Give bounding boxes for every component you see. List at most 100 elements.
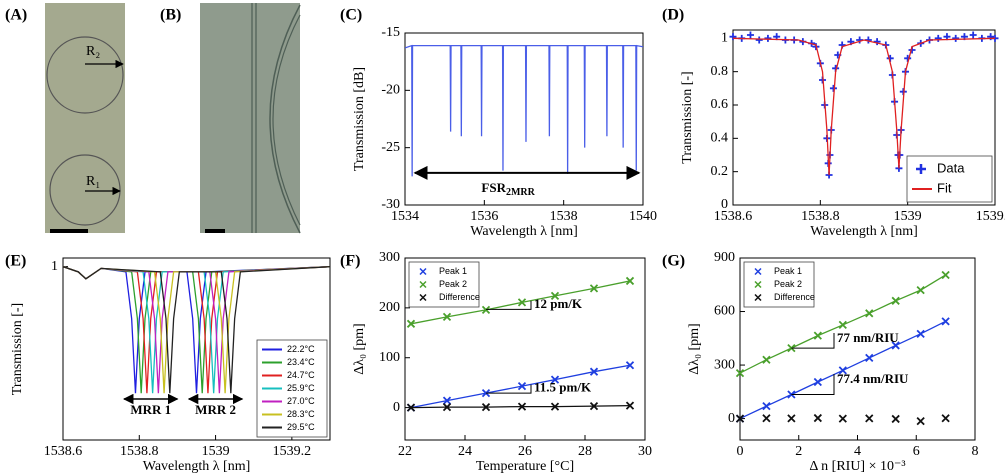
data-point xyxy=(873,38,881,46)
data-point xyxy=(442,402,452,412)
y-tick-label: 300 xyxy=(379,250,400,265)
data-point xyxy=(762,414,771,423)
x-tick-label: 4 xyxy=(854,444,861,459)
y-tick-label: 200 xyxy=(379,300,400,315)
data-point xyxy=(762,401,771,411)
data-point xyxy=(787,390,796,399)
x-tick-label: 1539.2 xyxy=(273,444,312,459)
panel-label: (C) xyxy=(340,7,362,24)
data-point xyxy=(550,402,560,411)
data-point xyxy=(941,270,950,280)
x-axis-label: Δ n [RIU] × 10⁻³ xyxy=(809,459,905,474)
data-point xyxy=(481,402,491,412)
legend-label: 27.0°C xyxy=(287,396,315,406)
data-point xyxy=(550,375,560,384)
data-point xyxy=(829,84,837,92)
y-tick-label: 300 xyxy=(714,357,735,372)
y-axis-label: Transmission [dB] xyxy=(352,67,367,171)
data-point xyxy=(764,34,772,42)
x-axis-label: Wavelength λ [nm] xyxy=(810,224,918,239)
data-point xyxy=(589,367,599,376)
x-tick-label: 2 xyxy=(795,444,802,459)
data-point xyxy=(813,413,822,423)
legend-label: Data xyxy=(937,160,965,175)
legend-symbol xyxy=(916,164,926,174)
panel-label: (E) xyxy=(5,253,26,270)
data-point xyxy=(735,414,745,423)
legend-label: 22.2°C xyxy=(287,344,315,354)
x-tick-label: 8 xyxy=(972,444,979,459)
data-point xyxy=(517,382,527,391)
series-line xyxy=(733,37,995,176)
slope-bracket xyxy=(791,332,835,349)
data-point xyxy=(916,285,925,295)
x-tick-label: 28 xyxy=(578,444,592,459)
panel-label: (F) xyxy=(340,253,360,270)
data-point xyxy=(406,319,416,328)
data-point xyxy=(550,291,560,301)
data-point xyxy=(625,276,635,286)
panel-label: (D) xyxy=(662,7,684,24)
y-tick-label: 0.4 xyxy=(711,131,729,146)
legend-symbol xyxy=(754,293,762,302)
data-point xyxy=(865,353,874,363)
x-axis-label: Wavelength λ [nm] xyxy=(470,224,578,239)
y-tick-label: 1 xyxy=(721,31,728,46)
x-tick-label: 1538.6 xyxy=(44,444,83,459)
slope-bracket xyxy=(486,300,532,310)
fsr-subscript: 2MRR xyxy=(506,187,536,198)
data-point xyxy=(762,355,771,364)
fsr-text: FSR xyxy=(481,180,506,195)
legend-label: Peak 1 xyxy=(439,266,467,276)
micrograph-a: R₂ R₁ xyxy=(45,3,125,233)
legend-label: 29.5°C xyxy=(287,422,315,432)
legend-label: Peak 2 xyxy=(774,279,802,289)
legend-label: 24.7°C xyxy=(287,370,315,380)
legend-label: Difference xyxy=(774,292,815,302)
data-point xyxy=(838,414,847,423)
x-tick-label: 1538 xyxy=(550,209,578,224)
x-tick-label: 22 xyxy=(398,444,412,459)
data-point xyxy=(787,414,796,423)
data-point xyxy=(755,36,763,44)
data-point xyxy=(442,396,452,405)
slope-label: 12 pm/K xyxy=(534,296,583,311)
data-point xyxy=(934,34,942,42)
data-point xyxy=(969,31,977,39)
data-point xyxy=(746,31,754,39)
mrr-label: MRR 2 xyxy=(195,402,236,417)
y-tick-label: 0.2 xyxy=(711,164,729,179)
data-point xyxy=(735,368,745,378)
x-tick-label: 26 xyxy=(518,444,532,459)
legend-label: 28.3°C xyxy=(287,409,315,419)
x-tick-label: 1538.8 xyxy=(120,444,159,459)
data-point xyxy=(589,284,599,293)
legend-symbol xyxy=(419,280,427,289)
series-line xyxy=(405,44,643,177)
panel-label: (G) xyxy=(662,253,685,270)
micrograph-b xyxy=(200,3,301,234)
y-tick-label: 0 xyxy=(721,197,728,212)
y-tick-label: 100 xyxy=(379,350,400,365)
slope-bracket xyxy=(791,373,835,395)
series-line xyxy=(63,266,330,394)
legend-label: Fit xyxy=(937,180,952,195)
legend-label: Peak 1 xyxy=(774,266,802,276)
y-tick-label: 0 xyxy=(393,400,400,415)
x-tick-label: 6 xyxy=(913,444,920,459)
plot-frame xyxy=(62,257,331,441)
data-point xyxy=(838,320,847,330)
slope-label: 77.4 nm/RIU xyxy=(837,371,909,386)
data-point xyxy=(904,54,912,62)
data-point xyxy=(625,401,635,410)
legend-label: Difference xyxy=(439,292,480,302)
data-point xyxy=(589,401,599,411)
data-point xyxy=(813,377,822,387)
slope-label: 77 nm/RIU xyxy=(837,330,899,345)
legend-label: 25.9°C xyxy=(287,383,315,393)
data-point xyxy=(865,309,874,318)
data-point xyxy=(729,33,737,41)
x-tick-label: 24 xyxy=(458,444,472,459)
data-point xyxy=(838,366,847,375)
y-axis-label: Δλ₀ [pm] xyxy=(352,323,367,374)
